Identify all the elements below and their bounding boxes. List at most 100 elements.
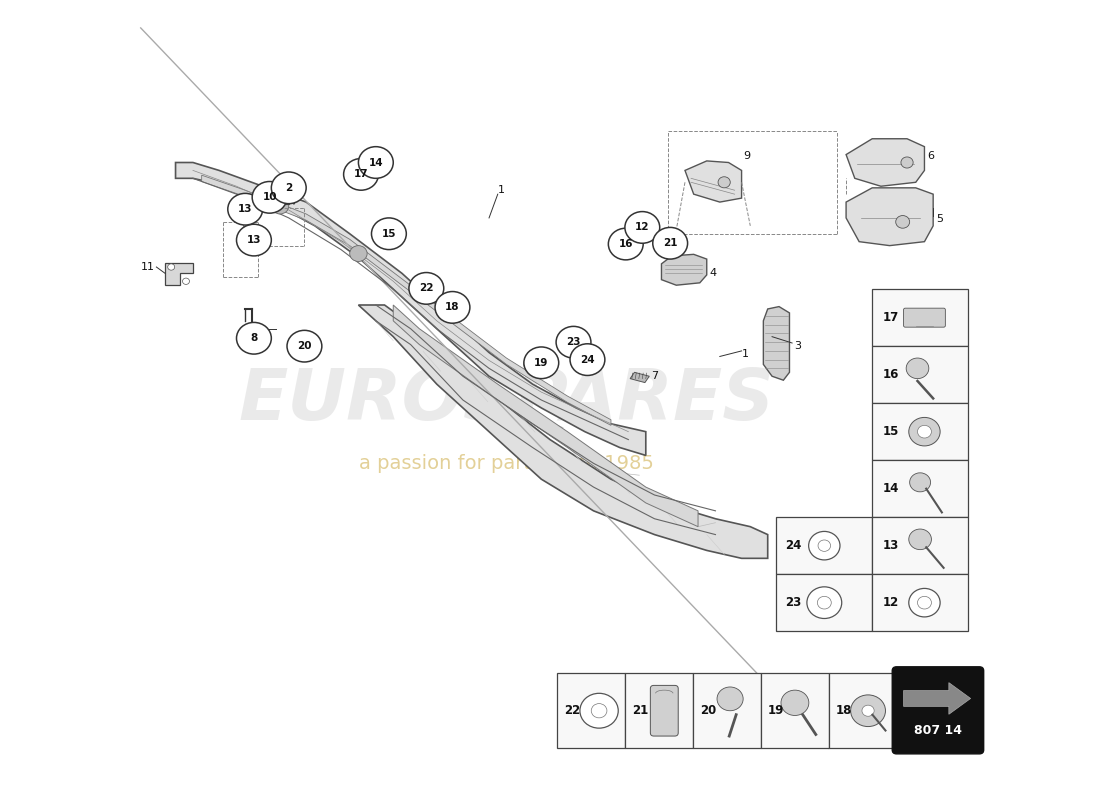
Circle shape (167, 264, 175, 270)
Polygon shape (359, 305, 768, 558)
Circle shape (781, 690, 808, 715)
Circle shape (524, 347, 559, 378)
Circle shape (862, 705, 874, 716)
Circle shape (917, 426, 932, 438)
Circle shape (437, 301, 454, 317)
Circle shape (808, 531, 840, 560)
Text: 14: 14 (882, 482, 899, 495)
Circle shape (252, 182, 287, 213)
FancyBboxPatch shape (650, 686, 679, 736)
Circle shape (909, 589, 940, 617)
Circle shape (818, 540, 830, 551)
Text: 16: 16 (882, 368, 899, 381)
Text: 14: 14 (368, 158, 383, 167)
Text: 2: 2 (285, 183, 293, 193)
Polygon shape (846, 138, 924, 186)
Text: 10: 10 (262, 192, 277, 202)
FancyBboxPatch shape (828, 673, 896, 748)
Polygon shape (846, 188, 933, 246)
Text: 11: 11 (141, 262, 155, 272)
Polygon shape (176, 162, 646, 455)
Polygon shape (763, 306, 790, 380)
FancyBboxPatch shape (872, 460, 968, 517)
Circle shape (359, 146, 394, 178)
Text: 8: 8 (251, 334, 257, 343)
FancyBboxPatch shape (761, 673, 828, 748)
FancyBboxPatch shape (872, 346, 968, 403)
Text: 22: 22 (564, 704, 580, 718)
Circle shape (652, 227, 688, 259)
Circle shape (570, 344, 605, 375)
Circle shape (557, 326, 591, 358)
Text: a passion for parts since 1985: a passion for parts since 1985 (359, 454, 653, 473)
Text: 18: 18 (836, 704, 852, 718)
Text: 20: 20 (700, 704, 716, 718)
Polygon shape (661, 254, 706, 286)
Text: 17: 17 (882, 311, 899, 324)
Circle shape (524, 357, 541, 372)
Circle shape (901, 157, 913, 168)
Text: 18: 18 (446, 302, 460, 312)
FancyBboxPatch shape (872, 517, 968, 574)
Circle shape (817, 596, 832, 609)
Circle shape (287, 330, 322, 362)
Circle shape (910, 473, 931, 492)
Text: 9: 9 (744, 151, 750, 161)
Polygon shape (903, 682, 970, 714)
Text: 12: 12 (635, 222, 650, 233)
Text: 3: 3 (794, 341, 801, 351)
Text: 15: 15 (382, 229, 396, 238)
Circle shape (183, 278, 189, 285)
Text: 15: 15 (882, 425, 899, 438)
Polygon shape (394, 305, 698, 526)
Text: 23: 23 (566, 338, 581, 347)
Circle shape (350, 246, 367, 262)
FancyBboxPatch shape (777, 574, 872, 631)
Circle shape (895, 215, 910, 228)
Circle shape (343, 158, 378, 190)
Text: 5: 5 (936, 214, 943, 225)
Polygon shape (201, 175, 610, 426)
FancyBboxPatch shape (625, 673, 693, 748)
Text: 23: 23 (785, 596, 802, 609)
FancyBboxPatch shape (693, 673, 761, 748)
Circle shape (718, 177, 730, 188)
Circle shape (625, 211, 660, 243)
Text: 1: 1 (741, 349, 749, 359)
Text: 21: 21 (631, 704, 648, 718)
Circle shape (850, 695, 886, 726)
Circle shape (236, 322, 272, 354)
Text: 24: 24 (785, 539, 802, 552)
Circle shape (436, 291, 470, 323)
Text: 8: 8 (261, 336, 268, 346)
Text: 807 14: 807 14 (914, 725, 962, 738)
Polygon shape (630, 372, 649, 382)
Text: 19: 19 (768, 704, 784, 718)
FancyBboxPatch shape (872, 289, 968, 346)
Circle shape (906, 358, 928, 378)
Circle shape (409, 273, 443, 304)
Text: 24: 24 (580, 354, 595, 365)
Text: 6: 6 (927, 151, 934, 161)
Circle shape (591, 704, 607, 718)
Polygon shape (165, 263, 192, 286)
Circle shape (580, 694, 618, 728)
Text: 21: 21 (663, 238, 678, 248)
FancyBboxPatch shape (872, 574, 968, 631)
FancyBboxPatch shape (777, 517, 872, 574)
Text: 13: 13 (246, 235, 261, 245)
Circle shape (717, 687, 744, 710)
Text: 17: 17 (354, 170, 368, 179)
FancyBboxPatch shape (903, 308, 945, 327)
FancyBboxPatch shape (270, 192, 288, 204)
FancyBboxPatch shape (872, 403, 968, 460)
FancyBboxPatch shape (557, 673, 625, 748)
Circle shape (909, 529, 932, 550)
Circle shape (236, 224, 272, 256)
Text: 22: 22 (419, 283, 433, 294)
Text: 20: 20 (297, 341, 311, 351)
Circle shape (272, 172, 306, 204)
Text: 4: 4 (710, 268, 716, 278)
Circle shape (228, 194, 263, 225)
Circle shape (372, 218, 406, 250)
